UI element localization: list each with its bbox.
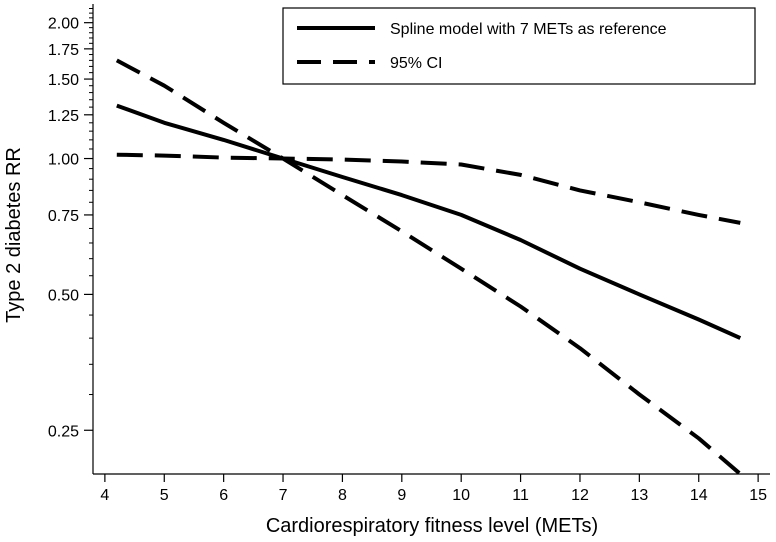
y-tick-label: 1.50 [48, 72, 79, 89]
x-tick-label: 11 [512, 487, 529, 504]
y-tick-label: 0.50 [48, 287, 79, 304]
y-tick-label: 0.75 [48, 208, 79, 225]
x-tick-label: 13 [630, 487, 648, 504]
x-tick-label: 7 [279, 487, 288, 504]
series-line-2 [116, 152, 741, 225]
x-tick-label: 12 [571, 487, 589, 504]
y-tick-label: 1.00 [48, 152, 79, 169]
series-line-3 [115, 58, 742, 476]
x-tick-label: 10 [452, 487, 470, 504]
x-tick-label: 15 [749, 487, 767, 504]
x-tick-label: 4 [100, 487, 109, 504]
series-layer [115, 58, 742, 476]
y-tick-label: 1.25 [48, 108, 79, 125]
y-tick-label: 0.25 [48, 423, 79, 440]
legend-box [282, 7, 756, 85]
x-tick-label: 14 [690, 487, 708, 504]
x-tick-label: 6 [219, 487, 228, 504]
x-axis-title: Cardiorespiratory fitness level (METs) [266, 515, 598, 537]
x-tick-label: 9 [397, 487, 406, 504]
legend-label-ci: 95% CI [390, 55, 442, 72]
legend-label-spline: Spline model with 7 METs as reference [390, 21, 667, 38]
legend: Spline model with 7 METs as reference 95… [282, 7, 756, 85]
x-tick-label: 5 [160, 487, 169, 504]
axes: 4 5 6 7 8 9 10 11 12 13 14 15 0.25 0.50 0.75 1.00 1.25 1.… [48, 4, 770, 504]
x-tick-label: 8 [338, 487, 347, 504]
y-axis-title: Type 2 diabetes RR [3, 147, 25, 323]
series-line-1 [116, 103, 742, 340]
y-tick-label: 2.00 [48, 16, 79, 33]
y-tick-label: 1.75 [48, 42, 79, 59]
